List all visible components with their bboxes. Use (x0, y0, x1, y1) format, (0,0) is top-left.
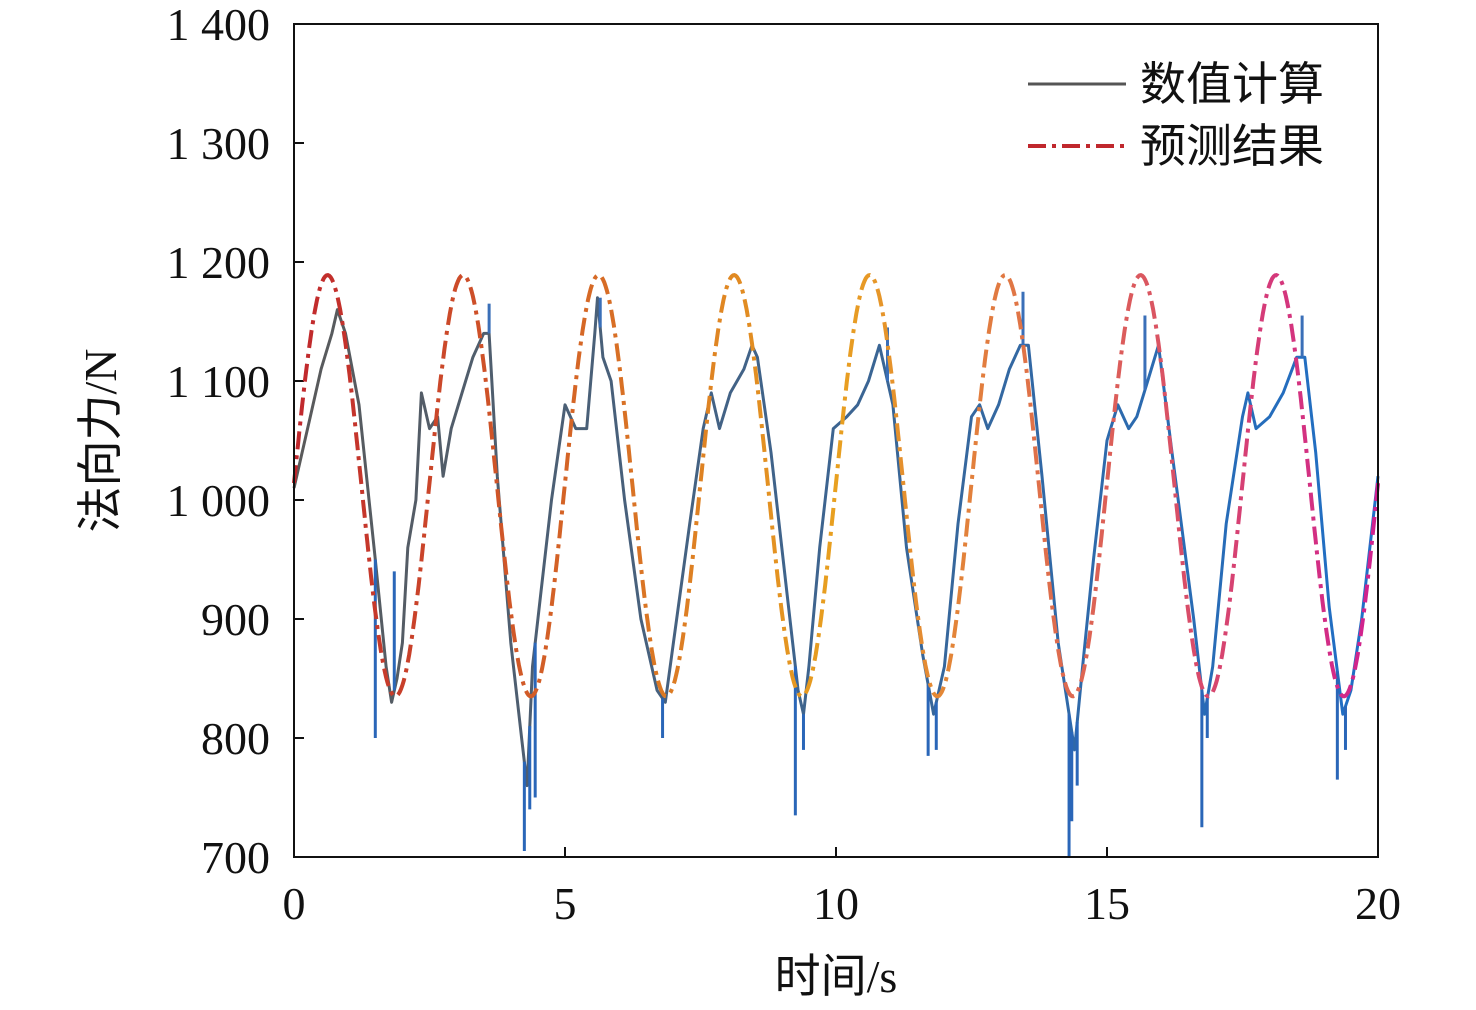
x-tick-label: 10 (813, 878, 859, 929)
y-tick-label: 1 300 (167, 118, 271, 169)
series-predicted (292, 273, 1380, 699)
y-tick-label: 1 400 (167, 0, 271, 50)
legend-label-predicted: 预测结果 (1140, 121, 1324, 172)
x-tick-label: 20 (1355, 878, 1401, 929)
y-tick-label: 800 (201, 713, 270, 764)
tick-labels: 0 5 10 15 20 700 800 900 1 000 1 100 1 200 1 300 1 4… (167, 0, 1402, 929)
x-tick-label: 5 (554, 878, 577, 929)
y-tick-label: 700 (201, 832, 270, 883)
y-tick-label: 1 100 (167, 356, 271, 407)
y-tick-label: 1 200 (167, 237, 271, 288)
plot-frame (293, 23, 1379, 858)
x-axis-title: 时间/s (775, 951, 898, 1002)
legend: 数值计算 预测结果 (1028, 59, 1324, 172)
series-numerical (292, 296, 1380, 788)
y-axis-title: 法向力/N (75, 349, 126, 533)
x-tick-label: 0 (283, 878, 306, 929)
legend-label-numerical: 数值计算 (1140, 59, 1324, 110)
series-layer (292, 273, 1380, 857)
y-tick-label: 1 000 (167, 475, 271, 526)
y-tick-label: 900 (201, 594, 270, 645)
x-tick-label: 15 (1084, 878, 1130, 929)
